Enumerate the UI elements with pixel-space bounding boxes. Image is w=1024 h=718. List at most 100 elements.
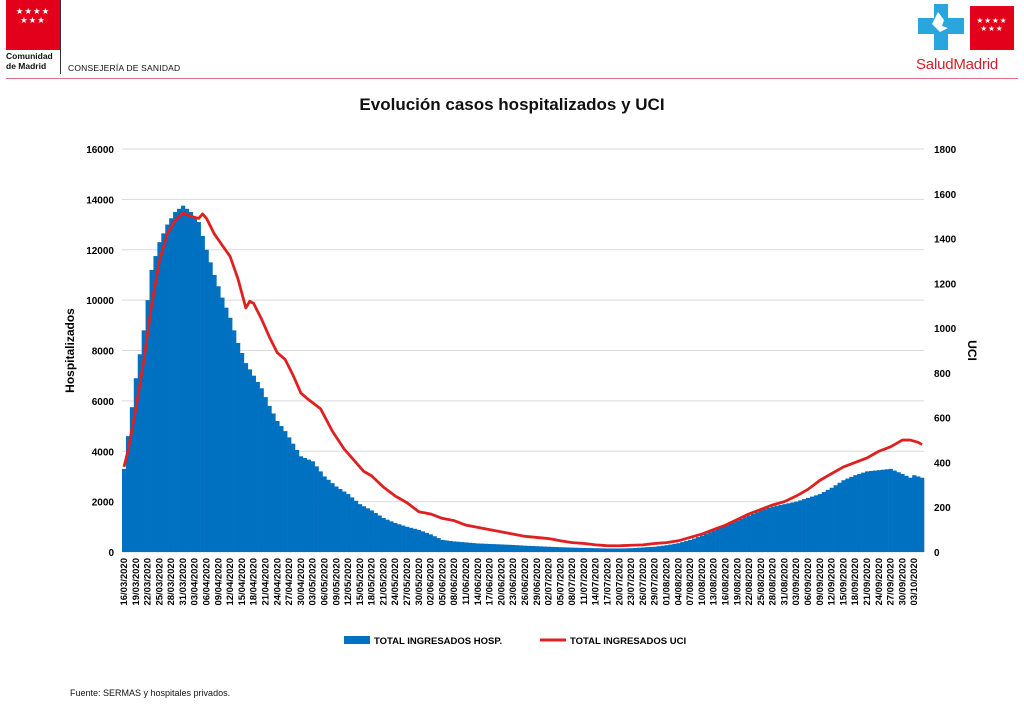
- bar: [503, 544, 508, 552]
- bar: [872, 470, 878, 552]
- bar: [389, 521, 394, 552]
- y2-tick-label: 1800: [934, 145, 957, 156]
- bar: [283, 431, 288, 552]
- bar: [892, 470, 897, 552]
- bar: [684, 541, 689, 552]
- bar: [534, 546, 540, 552]
- bar: [754, 512, 760, 552]
- x-tick-label: 18/04/2020: [249, 558, 260, 606]
- x-axis-ticks: 16/03/2020 19/03/2020 22/03/2020 25/03/2020…: [119, 558, 920, 606]
- bar: [334, 486, 339, 552]
- bar: [597, 548, 602, 552]
- bar: [302, 457, 308, 552]
- x-tick-label: 17/06/2020: [485, 558, 496, 606]
- bar: [326, 479, 331, 552]
- bar: [566, 547, 571, 552]
- bar: [420, 531, 426, 552]
- bar: [448, 540, 453, 552]
- bar: [743, 517, 748, 552]
- bar: [177, 208, 182, 552]
- bar: [129, 407, 135, 552]
- madrid-flag-icon: ★★★★ ★★★: [6, 0, 60, 50]
- bar: [479, 543, 484, 552]
- bar: [137, 354, 142, 552]
- x-tick-label: 19/03/2020: [131, 558, 142, 606]
- y-axis-left-label: Hospitalizados: [63, 308, 77, 393]
- bar: [621, 548, 626, 552]
- bar: [236, 342, 241, 552]
- bar: [609, 548, 614, 552]
- x-tick-label: 04/08/2020: [673, 558, 684, 606]
- bar: [499, 544, 504, 552]
- bar: [888, 468, 893, 552]
- bar: [180, 205, 186, 553]
- x-tick-label: 30/04/2020: [296, 558, 307, 606]
- bar: [578, 547, 583, 552]
- bar: [460, 542, 465, 552]
- bar: [365, 508, 370, 552]
- bar: [668, 544, 673, 552]
- bar: [664, 545, 669, 552]
- brand-name: SaludMadrid: [916, 56, 998, 73]
- x-tick-label: 24/04/2020: [272, 558, 283, 606]
- bar: [471, 543, 477, 552]
- legend-bar-label: TOTAL INGRESADOS HOSP.: [374, 636, 502, 647]
- bar: [188, 211, 194, 552]
- bar: [751, 513, 756, 552]
- bar: [876, 470, 882, 552]
- bar: [412, 528, 418, 552]
- bar: [440, 539, 445, 552]
- bar: [660, 545, 665, 552]
- bar: [680, 542, 685, 552]
- bar: [173, 211, 178, 552]
- bar: [912, 475, 917, 552]
- bar: [833, 485, 838, 552]
- bar: [357, 504, 363, 552]
- x-tick-label: 09/09/2020: [815, 558, 826, 606]
- x-tick-label: 23/06/2020: [508, 558, 519, 606]
- bar: [629, 548, 634, 552]
- bar: [837, 482, 842, 552]
- x-tick-label: 08/06/2020: [449, 558, 460, 606]
- x-tick-label: 12/09/2020: [827, 558, 838, 606]
- bar: [550, 546, 555, 552]
- bar: [656, 546, 661, 552]
- bar: [794, 501, 799, 553]
- y2-tick-label: 1400: [934, 235, 957, 246]
- bar: [916, 476, 921, 552]
- legend: TOTAL INGRESADOS HOSP. TOTAL INGRESADOS …: [344, 636, 686, 647]
- bar: [735, 520, 740, 552]
- bar: [762, 509, 768, 552]
- hosp-bars: [122, 205, 925, 553]
- x-tick-label: 21/09/2020: [862, 558, 873, 606]
- y-tick-label: 8000: [92, 347, 115, 358]
- x-tick-label: 05/06/2020: [437, 558, 448, 606]
- x-tick-label: 09/04/2020: [213, 558, 224, 606]
- y-tick-label: 14000: [86, 195, 114, 206]
- bar: [519, 545, 524, 552]
- bar: [157, 242, 162, 552]
- bar: [841, 480, 846, 552]
- x-tick-label: 31/08/2020: [779, 558, 790, 606]
- bar: [243, 363, 249, 552]
- bar: [483, 543, 488, 552]
- x-tick-label: 05/07/2020: [555, 558, 566, 606]
- bar: [809, 496, 815, 552]
- org-name: Comunidad de Madrid: [6, 51, 53, 71]
- bar: [589, 548, 595, 552]
- org-name-line2: de Madrid: [6, 60, 47, 71]
- bar: [770, 506, 775, 552]
- bar: [330, 483, 335, 552]
- legend-bar-swatch: [344, 636, 370, 644]
- bar: [904, 475, 909, 552]
- y2-tick-label: 1000: [934, 324, 957, 335]
- bar: [385, 519, 390, 552]
- y-tick-label: 16000: [86, 145, 114, 156]
- bar: [802, 499, 807, 552]
- bar: [821, 491, 827, 552]
- bar: [487, 543, 492, 552]
- bar: [601, 548, 606, 552]
- bar: [424, 532, 429, 552]
- bar: [314, 466, 319, 552]
- bar: [880, 469, 885, 552]
